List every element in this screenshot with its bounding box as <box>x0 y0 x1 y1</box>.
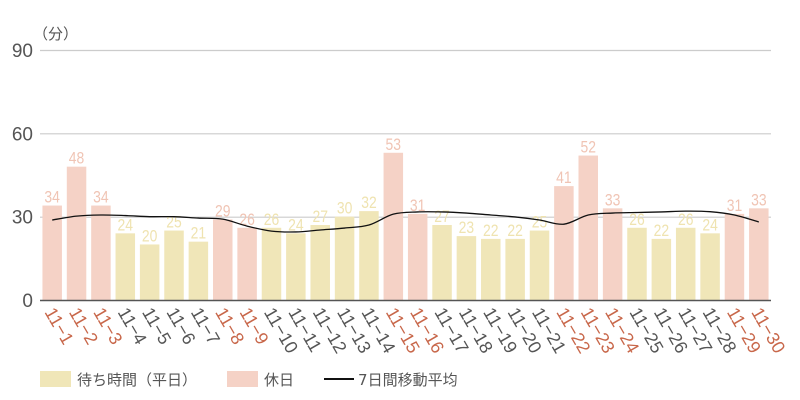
bar <box>261 227 282 300</box>
weekday-swatch <box>40 371 71 387</box>
bar-value-label: 34 <box>93 188 109 207</box>
bar-value-label: 27 <box>312 208 327 227</box>
bar <box>749 208 769 300</box>
bar <box>651 238 672 300</box>
bar <box>456 236 477 300</box>
bar <box>529 230 550 300</box>
bar-value-label: 32 <box>361 194 376 213</box>
bar-value-label: 53 <box>386 136 401 155</box>
bar-value-label: 41 <box>556 169 571 188</box>
bar <box>724 213 745 300</box>
bar-value-label: 25 <box>532 213 547 232</box>
y-tick-label: 30 <box>12 208 33 229</box>
y-tick-label: 60 <box>12 124 33 145</box>
moving-average-line <box>52 210 759 233</box>
legend-moving-average-label: 7日間移動平均 <box>358 370 458 389</box>
bar-value-label: 21 <box>191 224 206 243</box>
bar-value-label: 22 <box>483 222 498 241</box>
bar <box>91 205 111 300</box>
bar-value-label: 31 <box>410 197 425 216</box>
bar <box>700 233 720 300</box>
bar <box>359 211 379 300</box>
bar-value-label: 29 <box>215 202 230 221</box>
bar-value-label: 26 <box>678 211 693 230</box>
bar <box>627 227 647 300</box>
legend-holiday-label: 休日 <box>264 370 295 389</box>
bar-value-label: 20 <box>142 227 158 246</box>
bar-value-labels: 34 48 34 24 20 25 21 29 26 26 24 27 30 32 53 31 27 23 22 22… <box>44 136 766 246</box>
bar <box>213 219 233 300</box>
y-axis-unit-label: （分） <box>33 25 78 43</box>
legend-weekday-label: 待ち時間（平日） <box>77 370 198 389</box>
bar <box>334 216 355 300</box>
bar <box>432 225 452 300</box>
bar-value-label: 48 <box>69 149 84 168</box>
bar <box>481 238 501 300</box>
bar <box>66 166 87 300</box>
bar-value-label: 30 <box>337 199 353 218</box>
bar-value-label: 34 <box>44 188 60 207</box>
bar-value-label: 24 <box>118 216 134 235</box>
y-tick-label: 90 <box>12 41 33 62</box>
bar-value-label: 26 <box>629 211 644 230</box>
bar-value-label: 23 <box>459 219 474 238</box>
legend-item-moving-average: 7日間移動平均 <box>324 369 458 390</box>
bar <box>578 155 598 300</box>
bar-value-label: 33 <box>751 191 766 210</box>
bar-value-label: 25 <box>166 213 181 232</box>
bar <box>237 227 257 300</box>
bar <box>505 238 525 300</box>
y-tick-label: 0 <box>22 291 33 312</box>
bar-value-label: 31 <box>727 197 742 216</box>
bar <box>139 244 160 300</box>
bar-value-label: 52 <box>581 138 596 157</box>
bar-value-label: 22 <box>507 222 522 241</box>
bar-value-label: 24 <box>288 216 304 235</box>
legend-item-holiday: 休日 <box>227 369 294 390</box>
bar <box>675 227 696 300</box>
bar-value-label: 22 <box>654 222 669 241</box>
bar <box>383 152 404 300</box>
grid-lines <box>40 49 771 218</box>
bar <box>554 186 574 300</box>
bar <box>602 208 623 300</box>
bars <box>42 152 769 300</box>
bar <box>42 205 62 300</box>
bar <box>286 233 306 300</box>
holiday-swatch <box>227 371 259 387</box>
bar-value-label: 24 <box>702 216 718 235</box>
legend: 待ち時間（平日） 休日 7日間移動平均 <box>40 368 488 390</box>
bar <box>407 213 428 300</box>
bar-value-label: 27 <box>434 208 449 227</box>
bar-value-label: 33 <box>605 191 620 210</box>
legend-item-weekday: 待ち時間（平日） <box>40 369 197 390</box>
bar <box>164 230 184 300</box>
moving-average-swatch <box>324 378 355 380</box>
bar <box>188 241 209 300</box>
bar-value-label: 26 <box>264 211 279 230</box>
bar <box>310 225 330 300</box>
y-axis-ticks: 0 30 60 90 <box>12 41 33 312</box>
bar <box>115 233 136 300</box>
x-axis-tick-labels: 11−111−211−311−411−511−611−711−811−911−1… <box>41 304 790 357</box>
